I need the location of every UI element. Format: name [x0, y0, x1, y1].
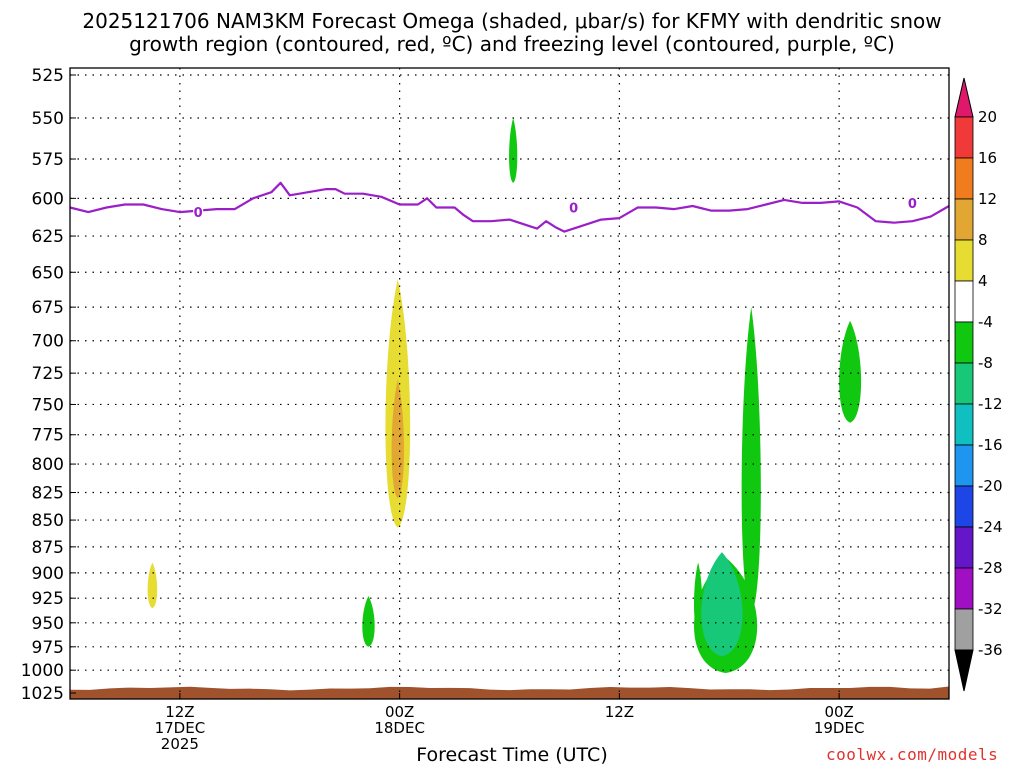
y-tick-label-775: 775: [32, 426, 64, 446]
colorbar-segment-2: [954, 198, 974, 241]
colorbar: 20 16 12 8 4 -4 -8 -12 -16 -20 -24 -28 -32 -36: [954, 77, 1003, 692]
x-tick-label-0-1: 12Z: [165, 703, 194, 721]
y-tick-label-975: 975: [32, 638, 64, 658]
colorbar-arrow-top: [954, 77, 974, 118]
colorbar-segment-1: [954, 157, 974, 200]
freezing-label-1: 0: [569, 202, 578, 217]
colorbar-label-5: -4: [978, 313, 993, 331]
colorbar-label-12: -32: [978, 600, 1003, 618]
colorbar-label-3: 8: [978, 231, 988, 249]
colorbar-label-4: 4: [978, 272, 988, 290]
freezing-level-line: [69, 181, 950, 233]
colorbar-segment-11: [954, 567, 974, 610]
y-tick-label-550: 550: [32, 109, 64, 129]
colorbar-label-11: -28: [978, 559, 1003, 577]
omega-region-1: [391, 379, 404, 499]
omega-region-3: [362, 596, 375, 647]
x-tick-label-3-1: 00Z: [824, 703, 853, 721]
colorbar-segment-10: [954, 526, 974, 569]
colorbar-label-0: 20: [978, 108, 997, 126]
credit-link[interactable]: coolwx.com/models: [826, 745, 999, 764]
chart-title-line-2: growth region (contoured, red, ºC) and f…: [129, 32, 895, 56]
y-tick-label-800: 800: [32, 455, 64, 475]
y-tick-label-750: 750: [32, 395, 64, 415]
colorbar-label-6: -8: [978, 354, 993, 372]
colorbar-label-10: -24: [978, 518, 1003, 536]
omega-region-2: [147, 562, 158, 609]
colorbar-segment-0: [954, 116, 974, 159]
y-tick-label-850: 850: [32, 511, 64, 531]
y-tick-label-825: 825: [32, 483, 64, 503]
y-tick-label-525: 525: [32, 66, 64, 86]
freezing-label-bg-0: [193, 204, 204, 220]
colorbar-segment-4: [954, 280, 974, 323]
y-tick-label-625: 625: [32, 227, 64, 247]
colorbar-segment-3: [954, 239, 974, 282]
colorbar-segment-6: [954, 362, 974, 405]
freezing-label-bg-1: [568, 199, 579, 215]
colorbar-segment-8: [954, 444, 974, 487]
colorbar-segment-7: [954, 403, 974, 446]
chart-title-line-1: 2025121706 NAM3KM Forecast Omega (shaded…: [82, 9, 942, 33]
x-tick-label-1-2: 18DEC: [374, 719, 425, 737]
freezing-label-bg-2: [907, 194, 918, 210]
surface-terrain: [70, 686, 949, 699]
axes: 525 550 575 600 625 650 675 700 725 750 775 800 825 8…: [21, 66, 950, 753]
colorbar-segment-9: [954, 485, 974, 528]
y-tick-label-1000: 1000: [21, 661, 64, 681]
y-tick-label-925: 925: [32, 589, 64, 609]
x-tick-label-3-2: 19DEC: [814, 719, 865, 737]
surface-terrain-layer: [70, 686, 949, 699]
colorbar-label-7: -12: [978, 395, 1003, 413]
y-tick-label-900: 900: [32, 564, 64, 584]
x-tick-label-0-3: 2025: [161, 735, 199, 753]
x-tick-label-0-2: 17DEC: [155, 719, 206, 737]
colorbar-label-13: -36: [978, 641, 1003, 659]
y-tick-label-575: 575: [32, 150, 64, 170]
freezing-label-0: 0: [194, 206, 203, 221]
plot-frame: [69, 67, 950, 700]
colorbar-label-8: -16: [978, 436, 1003, 454]
freezing-level-contour: 0 0 0: [69, 181, 950, 233]
y-tick-label-875: 875: [32, 538, 64, 558]
x-tick-label-1-1: 00Z: [385, 703, 414, 721]
y-tick-label-600: 600: [32, 189, 64, 209]
omega-region-7: [741, 307, 761, 614]
y-tick-label-950: 950: [32, 614, 64, 634]
y-tick-label-700: 700: [32, 332, 64, 352]
x-axis-label: Forecast Time (UTC): [416, 744, 608, 766]
colorbar-label-1: 16: [978, 149, 997, 167]
y-tick-label-725: 725: [32, 364, 64, 384]
freezing-label-2: 0: [908, 197, 917, 212]
gridlines: [70, 68, 949, 699]
x-tick-label-2-1: 12Z: [605, 703, 634, 721]
colorbar-label-9: -20: [978, 477, 1003, 495]
y-tick-label-675: 675: [32, 298, 64, 318]
omega-region-4: [509, 117, 518, 183]
y-tick-label-1025: 1025: [21, 684, 64, 704]
omega-region-5: [839, 320, 862, 423]
omega-fill-layer: [147, 117, 862, 673]
y-tick-label-650: 650: [32, 263, 64, 283]
colorbar-segment-5: [954, 321, 974, 364]
colorbar-arrow-bottom: [954, 649, 974, 692]
colorbar-segment-12: [954, 608, 974, 651]
colorbar-label-2: 12: [978, 190, 997, 208]
omega-region-9: [701, 552, 743, 657]
